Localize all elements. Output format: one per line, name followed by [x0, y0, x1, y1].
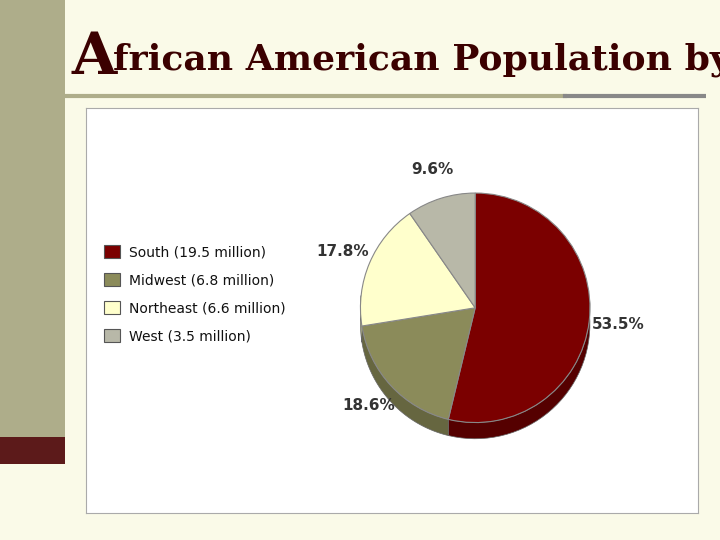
Wedge shape	[361, 213, 475, 326]
Wedge shape	[362, 308, 475, 420]
Text: frican American Population by Region: frican American Population by Region	[113, 43, 720, 77]
Polygon shape	[362, 326, 449, 436]
Text: 9.6%: 9.6%	[411, 163, 453, 178]
Text: 17.8%: 17.8%	[316, 244, 369, 259]
Text: 18.6%: 18.6%	[343, 399, 395, 414]
Text: A: A	[71, 30, 117, 86]
Text: 53.5%: 53.5%	[593, 318, 645, 332]
Wedge shape	[449, 193, 590, 422]
Polygon shape	[449, 299, 590, 438]
Wedge shape	[410, 193, 475, 308]
Legend: South (19.5 million), Midwest (6.8 million), Northeast (6.6 million), West (3.5 : South (19.5 million), Midwest (6.8 milli…	[99, 241, 289, 347]
Polygon shape	[361, 295, 362, 342]
